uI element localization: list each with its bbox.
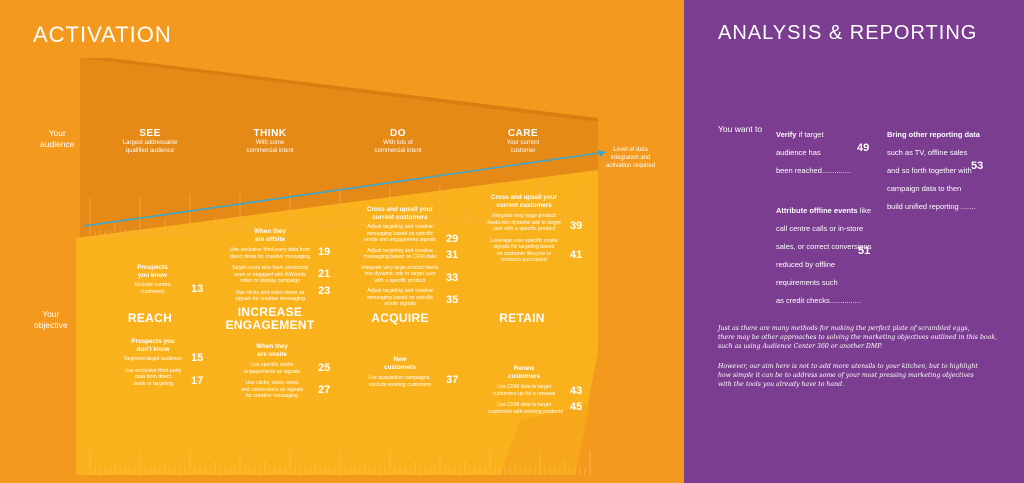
- attribute-block: Attribute offline events like call centr…: [776, 200, 896, 308]
- analysis-title: ANALYSIS & REPORTING: [718, 22, 978, 44]
- group-new-customers: New customers For acquisition campaigns,…: [365, 356, 435, 388]
- verify-dots: ..............: [821, 166, 852, 175]
- page-number: 45: [570, 401, 583, 413]
- group-heading: When they are offsite: [254, 228, 286, 243]
- group-renew-customers: Renew customers Use CRM data to target c…: [488, 365, 563, 415]
- page-number: 13: [191, 283, 204, 295]
- audience-row-label: Your audience: [40, 128, 75, 149]
- activation-panel: ACTIVATION Your audience Your objective …: [0, 0, 684, 483]
- ruler-ticks-bottom: [89, 451, 591, 475]
- group-heading: Cross and upsell your current customers: [490, 194, 558, 209]
- page-number: 35: [446, 294, 459, 306]
- group-heading: Renew customers: [508, 365, 540, 380]
- stage-do: DO With lots of commercial intent: [358, 128, 438, 155]
- objective-acquire: ACQUIRE: [371, 311, 429, 325]
- page-number: 41: [570, 249, 583, 261]
- stage-title: SEE: [139, 128, 161, 139]
- axis-note: Level of data integration and activation…: [606, 147, 656, 169]
- verify-page: 49: [857, 142, 870, 154]
- group-prospects-you-know: Prospects you know Exclude current custo…: [125, 264, 180, 295]
- band-top-edge: [80, 58, 598, 122]
- stage-title: THINK: [253, 128, 287, 139]
- data-integration-arrow: [83, 151, 607, 227]
- bring-page: 53: [971, 160, 984, 172]
- page-number: 17: [191, 375, 204, 387]
- verify-bold: Verify: [776, 130, 797, 139]
- page-number: 27: [318, 384, 331, 396]
- group-item: Use exclusive third-party data from dire…: [124, 367, 182, 387]
- group-item: Adjust targeting and creative messaging …: [364, 224, 436, 243]
- page-number: 37: [446, 374, 459, 386]
- group-item: Exclude current customers: [134, 282, 171, 295]
- group-prospects-you-dont-know: Prospects you don't know Segment target …: [118, 338, 188, 387]
- page-number: 21: [318, 268, 331, 280]
- group-cross-upsell-acquire: Cross and upsell your current customers …: [355, 206, 445, 308]
- group-item: Integrate very large product feeds into …: [487, 213, 561, 232]
- stage-subtitle: Largest addressable qualified audience: [122, 140, 178, 154]
- stage-think: THINK With some commercial intent: [230, 128, 310, 155]
- group-item: Use CRM data to target customers with ex…: [488, 402, 563, 415]
- page-number: 29: [446, 233, 459, 245]
- page-number: 19: [318, 246, 331, 258]
- group-heading: Cross and upsell your current customers: [366, 206, 434, 221]
- group-item: Target users who have previously seen or…: [231, 265, 309, 284]
- you-want-to-label: You want to: [718, 124, 763, 134]
- ruler-ticks-top: [89, 180, 591, 238]
- note-methods: Just as there are many methods for makin…: [718, 325, 998, 350]
- stage-subtitle: With some commercial intent: [246, 140, 294, 154]
- stage-subtitle: Your current customer: [506, 140, 540, 154]
- group-heading: When they are onsite: [256, 343, 288, 358]
- stage-title: CARE: [507, 128, 539, 139]
- verify-text: if target audience has been reached: [776, 130, 824, 175]
- page-number: 15: [191, 352, 204, 364]
- stage-care: CARE Your current customer: [483, 128, 563, 155]
- objective-band: [76, 170, 598, 475]
- group-heading: Prospects you don't know: [131, 338, 175, 353]
- group-item: Leverage user-specific onsite signals fo…: [490, 237, 558, 264]
- group-item: Use clicks, video views and conversions …: [240, 380, 304, 399]
- bring-dots: .......: [958, 202, 976, 211]
- group-heading: New customers: [384, 356, 416, 371]
- page-number: 43: [570, 385, 583, 397]
- group-item: Use CRM data to target customers up for …: [492, 384, 556, 397]
- page-number: 23: [318, 285, 331, 297]
- analysis-panel: ANALYSIS & REPORTING You want to Verify …: [684, 0, 1024, 483]
- group-item: Adjust targeting and creative messaging …: [366, 288, 434, 307]
- attribute-dots: ...............: [829, 296, 862, 305]
- group-heading: Prospects you know: [137, 264, 168, 279]
- attribute-text: like call centre calls or in-store sales…: [776, 206, 872, 305]
- page-number: 31: [446, 249, 459, 261]
- objective-retain: RETAIN: [499, 311, 545, 325]
- bring-text: such as TV, offline sales and so forth t…: [887, 148, 972, 211]
- attribute-page: 51: [858, 245, 871, 257]
- stage-subtitle: With lots of commercial intent: [374, 140, 422, 154]
- band-shadow: [500, 405, 590, 475]
- group-item: Integrate very large product feeds into …: [361, 264, 439, 284]
- page-number: 39: [570, 220, 583, 232]
- group-item: Segment target audience: [124, 356, 182, 362]
- note-aim: However, our aim here is not to add more…: [718, 363, 978, 388]
- verify-block: Verify if target audience has been reach…: [776, 124, 876, 178]
- group-item: Use exclusive third-party data from dire…: [229, 247, 311, 260]
- group-item: Adjust targeting and creative messaging …: [363, 247, 437, 261]
- group-item: Use clicks and video views as signals fo…: [235, 289, 305, 303]
- group-offsite: When they are offsite Use exclusive thir…: [222, 228, 318, 303]
- objective-row-label: Your objective: [34, 309, 68, 330]
- bring-bold: Bring other reporting data: [887, 130, 980, 139]
- activation-title: ACTIVATION: [33, 22, 172, 47]
- group-onsite: When they are onsite Use specific onsite…: [232, 343, 312, 400]
- page-number: 33: [446, 272, 459, 284]
- funnel-graphic: [76, 58, 607, 475]
- bring-block: Bring other reporting data such as TV, o…: [887, 124, 1007, 214]
- objective-reach: REACH: [127, 311, 173, 325]
- group-item: For acquisition campaigns, exclude exist…: [368, 375, 432, 388]
- arrow-head-icon: [598, 150, 606, 157]
- group-cross-upsell-retain: Cross and upsell your current customers …: [486, 194, 562, 264]
- group-item: Use specific onsite engagements as signa…: [244, 362, 300, 375]
- attribute-bold: Attribute offline events: [776, 206, 858, 215]
- page-number: 25: [318, 362, 331, 374]
- stage-title: DO: [390, 128, 406, 139]
- objective-increase-engagement: INCREASE ENGAGEMENT: [225, 305, 315, 332]
- stage-see: SEE Largest addressable qualified audien…: [110, 128, 190, 155]
